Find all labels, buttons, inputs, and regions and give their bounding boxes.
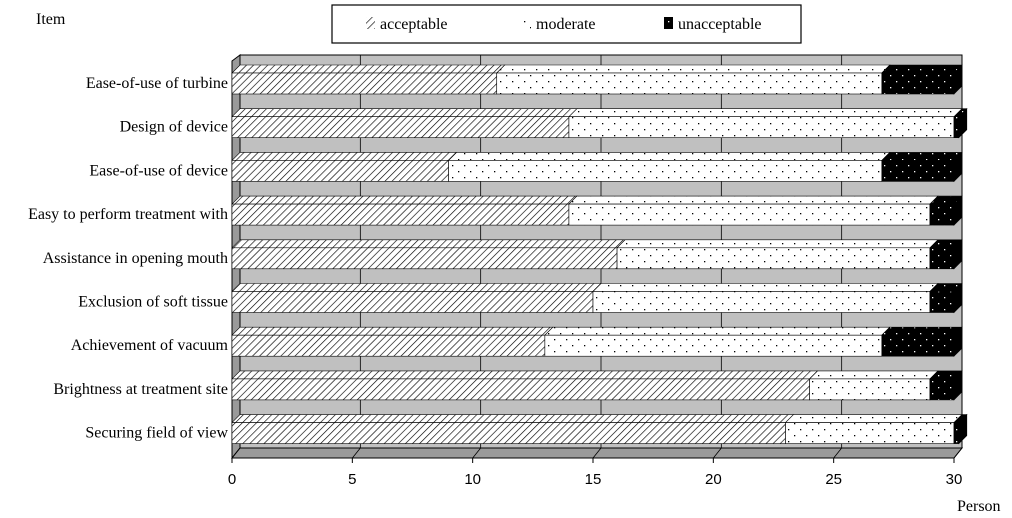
bar-acceptable [231, 203, 570, 226]
category-label: Design of device [120, 119, 228, 136]
x-tick-label: 30 [946, 471, 963, 488]
floor-gridline [352, 447, 361, 459]
bar-unacceptable [881, 334, 955, 357]
bar-end-face [958, 413, 968, 445]
x-tick-label: 10 [464, 471, 481, 488]
bar-moderate [592, 291, 931, 313]
bar-moderate [568, 116, 955, 138]
bar-moderate [785, 422, 955, 444]
bar-top-acceptable [231, 370, 819, 380]
bar-top-acceptable [231, 64, 506, 74]
floor-gridline [833, 447, 842, 459]
bar-unacceptable [881, 160, 955, 182]
bar-end-face [953, 370, 963, 401]
bar-top-unacceptable [881, 64, 963, 74]
legend-swatch-unacceptable [664, 17, 673, 29]
bar-end-face [953, 239, 963, 270]
bar-acceptable [231, 291, 594, 313]
bar-top-acceptable [231, 108, 578, 117]
bar-end-face [953, 151, 963, 183]
bar-acceptable [231, 422, 786, 444]
bar-top-unacceptable [881, 326, 963, 336]
bar-acceptable [231, 116, 570, 138]
x-tick-label: 25 [825, 471, 842, 488]
floor-gridline [592, 447, 602, 459]
x-tick-label: 0 [228, 471, 236, 488]
floor-gridline [953, 447, 963, 459]
legend-swatch-acceptable [366, 17, 375, 29]
bar-acceptable [231, 72, 498, 95]
bar-unacceptable [929, 378, 955, 401]
bar-top-acceptable [231, 414, 795, 423]
bar-moderate [616, 247, 931, 270]
y-axis-title: Item [36, 11, 66, 28]
bar-top-moderate [544, 326, 891, 336]
bar-top-moderate [447, 152, 891, 161]
bar-top-moderate [568, 108, 963, 117]
bar-acceptable [231, 378, 810, 401]
bar-top-moderate [808, 370, 939, 380]
bar-moderate [496, 72, 883, 95]
bar-top-acceptable [231, 195, 578, 205]
bar-top-moderate [616, 239, 939, 249]
category-label: Assistance in opening mouth [43, 250, 228, 267]
legend-box [331, 4, 802, 44]
legend-label-unacceptable: unacceptable [678, 16, 762, 33]
bar-end-face [953, 64, 963, 95]
x-tick-label: 20 [705, 471, 722, 488]
bar-moderate [809, 378, 931, 401]
bar-unacceptable [953, 422, 960, 444]
category-label: Ease-of-use of turbine [86, 75, 228, 92]
legend: acceptable moderate unacceptable [331, 4, 802, 44]
bar-top-moderate [592, 283, 939, 292]
bar-top-acceptable [231, 326, 554, 336]
bar-top-moderate [784, 414, 963, 423]
x-tick-label: 5 [348, 471, 356, 488]
bar-unacceptable [929, 247, 955, 270]
bar-acceptable [231, 160, 449, 182]
bar-top-acceptable [231, 283, 602, 292]
category-label: Ease-of-use of device [89, 162, 228, 179]
legend-label-moderate: moderate [536, 16, 596, 33]
bar-moderate [544, 334, 883, 357]
bar-top-moderate [568, 195, 939, 205]
category-label: Easy to perform treatment with [28, 206, 228, 223]
bar-unacceptable [881, 72, 955, 95]
category-label: Exclusion of soft tissue [78, 294, 228, 311]
floor-gridline [472, 447, 481, 459]
legend-label-acceptable: acceptable [380, 16, 448, 33]
bar-top-acceptable [231, 152, 458, 161]
floor-gridline [713, 447, 722, 459]
bar-end-face [953, 326, 963, 357]
bar-end-face [958, 107, 968, 139]
bar-top-acceptable [231, 239, 626, 249]
legend-swatch-moderate [522, 17, 531, 29]
floor-gridline [231, 447, 241, 459]
bar-moderate [568, 203, 931, 226]
bar-unacceptable [929, 203, 955, 226]
category-label: Securing field of view [85, 425, 228, 442]
bar-unacceptable [929, 291, 955, 313]
bar-acceptable [231, 334, 546, 357]
bar-end-face [953, 282, 963, 314]
bar-unacceptable [953, 116, 960, 138]
bar-top-unacceptable [881, 152, 963, 161]
x-axis-title: Person [957, 498, 1001, 515]
x-tick-label: 15 [585, 471, 602, 488]
bar-acceptable [231, 247, 618, 270]
category-label: Achievement of vacuum [71, 337, 229, 354]
bar-end-face [953, 195, 963, 226]
bar-top-moderate [496, 64, 891, 74]
category-label: Brightness at treatment site [53, 381, 228, 398]
bar-moderate [448, 160, 883, 182]
